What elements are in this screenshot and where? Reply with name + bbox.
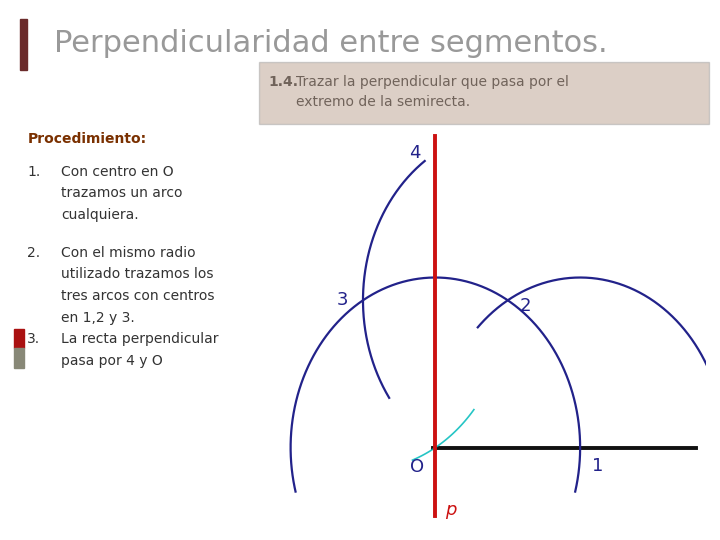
Text: Trazar la perpendicular que pasa por el
extremo de la semirecta.: Trazar la perpendicular que pasa por el …	[296, 75, 569, 109]
Text: 1.4.: 1.4.	[269, 75, 299, 89]
Text: p: p	[445, 501, 456, 519]
Text: 3: 3	[337, 291, 348, 309]
Text: 2.: 2.	[27, 246, 40, 260]
Text: Con el mismo radio
utilizado trazamos los
tres arcos con centros
en 1,2 y 3.: Con el mismo radio utilizado trazamos lo…	[61, 246, 215, 325]
Text: Procedimiento:: Procedimiento:	[27, 132, 146, 146]
Text: 1.: 1.	[27, 165, 40, 179]
Bar	[14, 329, 24, 348]
Text: 4: 4	[410, 144, 421, 162]
Text: O: O	[410, 458, 424, 476]
Text: 3.: 3.	[27, 332, 40, 346]
Text: Perpendicularidad entre segmentos.: Perpendicularidad entre segmentos.	[54, 29, 608, 58]
Text: Con centro en O
trazamos un arco
cualquiera.: Con centro en O trazamos un arco cualqui…	[61, 165, 183, 222]
Bar	[20, 19, 27, 70]
Text: 1: 1	[592, 457, 603, 475]
Text: La recta perpendicular
pasa por 4 y O: La recta perpendicular pasa por 4 y O	[61, 332, 219, 368]
Text: 2: 2	[519, 297, 531, 315]
Bar	[14, 348, 24, 368]
FancyBboxPatch shape	[259, 62, 709, 124]
